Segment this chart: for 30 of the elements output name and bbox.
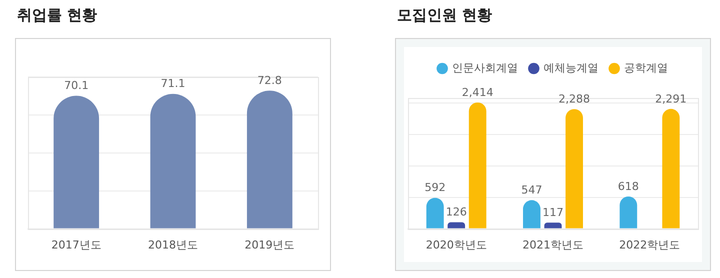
x-tick-label: 2017년도: [51, 238, 102, 252]
chart-title: 모집인원 현황: [397, 6, 492, 25]
x-tick-label: 2022학년도: [619, 238, 680, 252]
bar: [448, 222, 466, 228]
x-tick-label: 2019년도: [244, 238, 295, 252]
bar: [468, 102, 486, 228]
bar: [566, 109, 583, 228]
legend-label: 공학계열: [624, 61, 668, 74]
data-label: 71.1: [160, 77, 186, 90]
bar: [426, 198, 444, 228]
data-label: 126: [446, 206, 467, 219]
x-tick-label: 2021학년도: [522, 238, 584, 252]
chart-title: 취업률 현황: [17, 6, 98, 25]
data-label: 70.1: [64, 79, 89, 92]
data-label: 117: [542, 206, 564, 220]
data-label: 2,288: [558, 92, 590, 106]
x-tick-label: 2018년도: [148, 238, 198, 252]
bar: [620, 196, 638, 228]
data-label: 618: [618, 180, 639, 193]
data-label: 2,291: [655, 92, 687, 106]
bar: [544, 222, 562, 228]
data-label: 72.8: [257, 74, 282, 88]
x-tick-label: 2020학년도: [426, 238, 487, 252]
data-label: 592: [424, 181, 446, 194]
data-label: 2,414: [462, 86, 494, 99]
bar: [662, 108, 680, 228]
legend-label: 인문사회계열: [452, 61, 518, 74]
data-label: 547: [521, 184, 542, 197]
legend-label: 예체능계열: [543, 61, 598, 74]
bar: [523, 200, 540, 228]
